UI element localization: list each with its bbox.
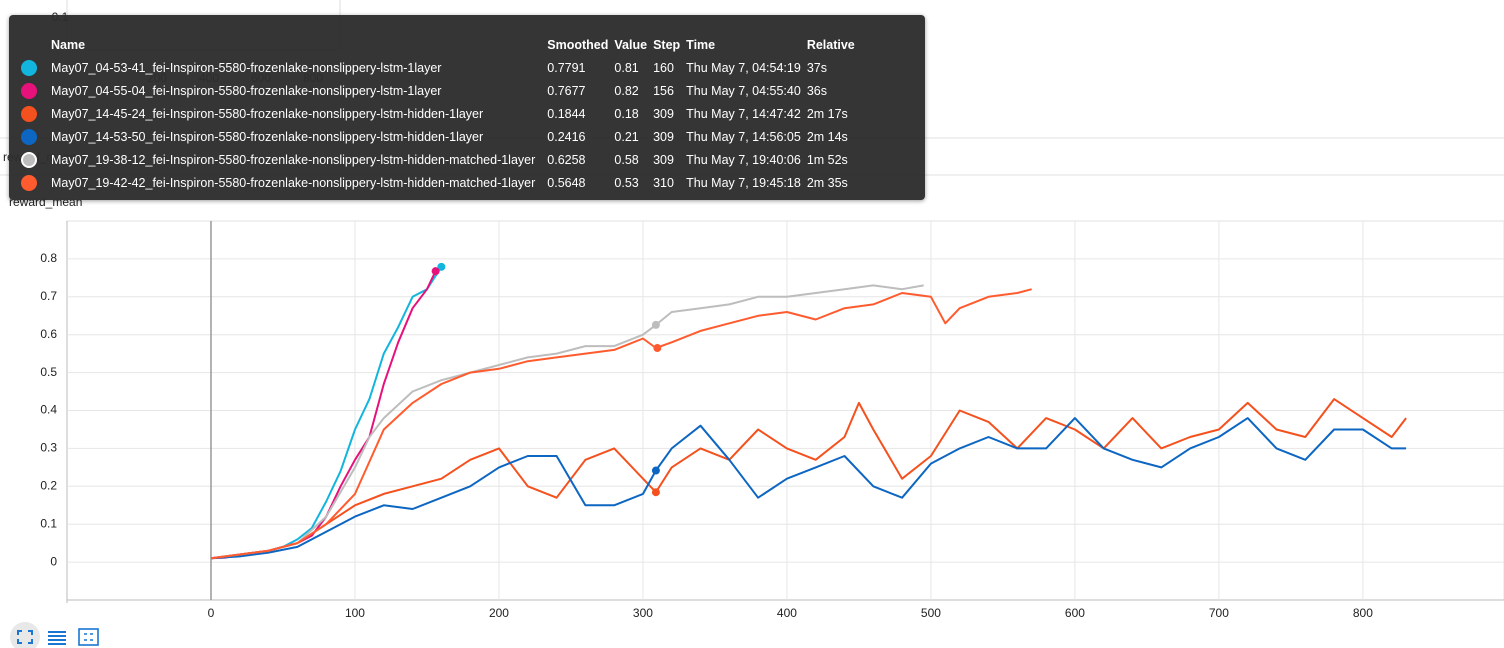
y-tick-label: 0.6 [40, 327, 57, 341]
run-name: May07_04-55-04_fei-Inspiron-5580-frozenl… [51, 83, 442, 98]
hover-dot [651, 320, 660, 329]
hover-dot [653, 344, 662, 353]
cell-step: 309 [653, 152, 674, 167]
y-tick-label: 0.8 [40, 251, 57, 265]
cell-step: 156 [653, 83, 674, 98]
swatch-cell [21, 102, 51, 125]
cell-time: Thu May 7, 04:55:40 [686, 83, 801, 98]
run-name: May07_19-42-42_fei-Inspiron-5580-frozenl… [51, 175, 536, 190]
cell-step: 310 [653, 175, 674, 190]
cell-time: Thu May 7, 14:56:05 [686, 129, 801, 144]
series-line [210, 288, 1032, 560]
cell-relative: 1m 52s [806, 152, 848, 167]
swatch-cell [21, 79, 51, 102]
tooltip-table: Name Smoothed Value Step Time Relative May07_0… [21, 33, 861, 194]
run-swatch [21, 59, 37, 76]
run-swatch [21, 82, 37, 99]
run-name: May07_04-53-41_fei-Inspiron-5580-frozenl… [51, 60, 442, 75]
x-tick-label: 100 [345, 606, 365, 620]
series-line [210, 417, 1407, 560]
series-line [210, 284, 924, 560]
run-name: May07_14-45-24_fei-Inspiron-5580-frozenl… [51, 106, 484, 121]
swatch-cell [21, 148, 51, 171]
tooltip-row: May07_19-38-12_fei-Inspiron-5580-frozenl… [21, 148, 861, 171]
cell-value: 0.53 [614, 175, 639, 190]
fit-domain-icon[interactable] [78, 628, 99, 646]
x-tick-label: 600 [1065, 606, 1085, 620]
x-tick-label: 0 [208, 606, 215, 620]
column-header: Value [614, 37, 648, 52]
x-tick-label: 200 [489, 606, 509, 620]
y-tick-label: 0.7 [40, 289, 57, 303]
cell-step: 309 [653, 129, 674, 144]
tooltip-row: May07_14-53-50_fei-Inspiron-5580-frozenl… [21, 125, 861, 148]
y-tick-label: 0.1 [40, 516, 57, 530]
run-swatch [21, 174, 37, 191]
run-swatch [21, 128, 37, 145]
cell-relative: 37s [806, 60, 827, 75]
x-tick-label: 800 [1353, 606, 1373, 620]
cell-time: Thu May 7, 14:47:42 [686, 106, 801, 121]
y-tick-label: 0.5 [40, 365, 57, 379]
column-header: Name [51, 37, 86, 52]
cell-smoothed: 0.7791 [547, 60, 586, 75]
cell-value: 0.81 [614, 60, 639, 75]
column-header [21, 33, 51, 56]
cell-smoothed: 0.6258 [547, 152, 586, 167]
cell-value: 0.58 [614, 152, 639, 167]
tooltip-header: Name Smoothed Value Step Time Relative [21, 33, 861, 56]
y-tick-label: 0.2 [40, 478, 57, 492]
run-swatch [21, 105, 37, 122]
cell-relative: 2m 35s [806, 175, 848, 190]
series-line [210, 398, 1407, 560]
tooltip-row: May07_04-55-04_fei-Inspiron-5580-frozenl… [21, 79, 861, 102]
series-line [210, 270, 437, 560]
cell-smoothed: 0.1844 [547, 106, 586, 121]
x-tick-label: 400 [777, 606, 797, 620]
y-tick-label: 0.4 [40, 403, 57, 417]
cell-step: 309 [653, 106, 674, 121]
cell-relative: 2m 14s [806, 129, 848, 144]
x-tick-label: 500 [921, 606, 941, 620]
cell-value: 0.21 [614, 129, 639, 144]
run-swatch [21, 151, 37, 168]
run-name: May07_19-38-12_fei-Inspiron-5580-frozenl… [51, 152, 536, 167]
tooltip-row: May07_04-53-41_fei-Inspiron-5580-frozenl… [21, 56, 861, 79]
hover-dot [437, 262, 446, 271]
tooltip-row: May07_19-42-42_fei-Inspiron-5580-frozenl… [21, 171, 861, 194]
cell-smoothed: 0.5648 [547, 175, 586, 190]
swatch-cell [21, 125, 51, 148]
y-tick-label: 0.3 [40, 441, 57, 455]
column-header: Step [653, 37, 681, 52]
column-header: Relative [806, 37, 855, 52]
hover-dot [651, 488, 660, 497]
cell-relative: 36s [806, 83, 827, 98]
swatch-cell [21, 56, 51, 79]
run-name: May07_14-53-50_fei-Inspiron-5580-frozenl… [51, 129, 484, 144]
cell-relative: 2m 17s [806, 106, 848, 121]
column-header: Smoothed [547, 37, 609, 52]
cell-step: 160 [653, 60, 674, 75]
cell-smoothed: 0.2416 [547, 129, 586, 144]
x-tick-label: 300 [633, 606, 653, 620]
tooltip: Name Smoothed Value Step Time Relative May07_0… [9, 15, 925, 200]
cell-time: Thu May 7, 19:40:06 [686, 152, 801, 167]
cell-value: 0.82 [614, 83, 639, 98]
fullscreen-icon[interactable] [10, 622, 40, 648]
y-tick-label: 0 [50, 554, 57, 568]
cell-smoothed: 0.7677 [547, 83, 586, 98]
hover-dot [651, 466, 660, 475]
cell-value: 0.18 [614, 106, 639, 121]
column-header: Time [686, 37, 716, 52]
cell-time: Thu May 7, 19:45:18 [686, 175, 801, 190]
cell-time: Thu May 7, 04:54:19 [686, 60, 801, 75]
data-table-icon[interactable] [48, 631, 66, 645]
hover-dot [431, 267, 440, 276]
swatch-cell [21, 171, 51, 194]
tooltip-row: May07_14-45-24_fei-Inspiron-5580-frozenl… [21, 102, 861, 125]
x-tick-label: 700 [1209, 606, 1229, 620]
